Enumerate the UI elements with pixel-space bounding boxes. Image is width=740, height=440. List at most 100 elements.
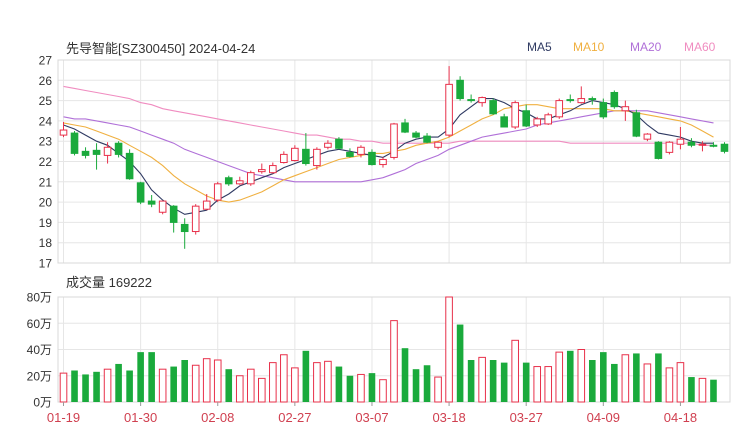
volume-bar xyxy=(335,366,343,402)
candle xyxy=(357,145,365,158)
candle xyxy=(258,163,266,174)
candle-body xyxy=(566,99,575,102)
candle-body xyxy=(202,200,211,210)
candle-body xyxy=(346,151,354,157)
candle xyxy=(610,90,619,109)
volume-bar xyxy=(346,375,354,402)
candle-body xyxy=(654,141,663,159)
candle xyxy=(544,112,553,125)
volume-bar xyxy=(566,350,574,402)
volume-bar xyxy=(522,362,530,402)
candle-body xyxy=(621,106,630,112)
candle-body xyxy=(180,223,189,233)
candle xyxy=(533,116,542,127)
volume-tick: 60万 xyxy=(27,317,52,331)
candle xyxy=(368,149,376,166)
candle-body xyxy=(577,98,586,104)
candle-body xyxy=(687,141,696,146)
candle-body xyxy=(643,133,652,140)
candle xyxy=(621,100,630,121)
candle xyxy=(379,157,387,168)
candle xyxy=(302,133,310,166)
candle-body xyxy=(81,150,90,156)
volume-bar xyxy=(158,368,167,403)
candle xyxy=(698,141,707,152)
ma60-line xyxy=(63,85,714,146)
candle-body xyxy=(489,100,497,115)
candle-body xyxy=(280,153,288,164)
candle xyxy=(191,204,200,235)
candle-body xyxy=(324,142,332,148)
volume-bar xyxy=(434,376,442,403)
date-tick-label: 04-09 xyxy=(587,410,620,425)
price-tick: 25 xyxy=(39,94,53,108)
volume-bar xyxy=(181,360,188,402)
candle-body xyxy=(357,146,365,155)
volume-bar xyxy=(456,324,464,402)
candle-body xyxy=(434,141,442,148)
volume-bar xyxy=(368,373,376,402)
price-tick: 18 xyxy=(39,236,53,250)
candle-body xyxy=(467,99,475,102)
candle xyxy=(676,126,685,150)
candle-body xyxy=(698,143,707,146)
candle xyxy=(114,141,123,158)
candle xyxy=(280,151,288,164)
volume-bar xyxy=(213,359,222,403)
candle-body xyxy=(500,116,508,128)
candle xyxy=(224,175,233,186)
candle xyxy=(511,100,519,130)
candle-body xyxy=(59,129,68,136)
candle xyxy=(643,133,652,142)
date-tick-label: 01-30 xyxy=(124,410,157,425)
price-tick: 17 xyxy=(39,257,53,271)
candle-body xyxy=(269,165,277,174)
volume-bar xyxy=(324,360,332,403)
price-tick: 24 xyxy=(39,114,53,128)
candle-body xyxy=(632,112,641,137)
volume-bar xyxy=(225,369,233,402)
candle xyxy=(577,86,586,104)
candle xyxy=(335,137,343,150)
candle xyxy=(169,205,178,233)
candle-body xyxy=(390,123,398,158)
price-tick: 23 xyxy=(39,135,53,149)
volume-bar xyxy=(379,379,387,403)
candle-body xyxy=(302,148,310,165)
candle-body xyxy=(368,151,376,166)
candle-body xyxy=(401,122,409,133)
volume-bar xyxy=(500,362,508,402)
volume-bar xyxy=(555,351,564,403)
volume-bar xyxy=(577,349,586,403)
date-tick-label: 02-27 xyxy=(278,410,311,425)
volume-bar xyxy=(600,352,607,402)
legend-ma20: MA20 xyxy=(630,40,662,54)
candle xyxy=(158,200,167,215)
candle xyxy=(59,121,68,138)
candles xyxy=(59,66,729,249)
candle xyxy=(269,162,277,174)
candle-body xyxy=(235,180,244,185)
volume-bar xyxy=(59,372,68,403)
candle-body xyxy=(246,172,255,185)
candle-body xyxy=(103,146,112,156)
volume-bar xyxy=(633,353,640,402)
ma20-line xyxy=(63,110,714,183)
candle-body xyxy=(191,205,200,233)
candle xyxy=(588,96,597,105)
date-axis: 01-19 01-30 02-08 02-27 03-07 03-18 03-27 04-09… xyxy=(47,402,697,425)
candle-body xyxy=(136,182,145,203)
volume-bar xyxy=(533,366,542,403)
candle xyxy=(346,148,354,158)
ma5-line xyxy=(63,98,714,215)
candle xyxy=(478,96,486,107)
volume-bar xyxy=(313,362,321,403)
candle xyxy=(147,194,156,208)
volume-tick: 40万 xyxy=(27,343,52,357)
candle-body xyxy=(478,97,486,104)
volume-bar xyxy=(291,367,299,403)
volume-bar xyxy=(126,370,133,402)
price-tick: 27 xyxy=(39,54,53,68)
volume-bar xyxy=(357,373,365,403)
volume-tick: 80万 xyxy=(27,291,52,305)
